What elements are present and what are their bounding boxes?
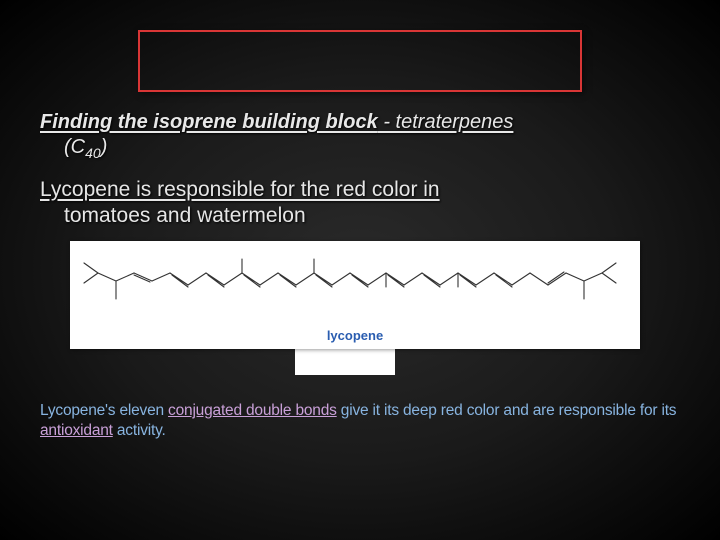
heading-rest: - tetraterpenes [378,111,514,133]
heading: Finding the isoprene building block - te… [40,110,680,163]
body-line2: tomatoes and watermelon [64,203,306,229]
body-text: Lycopene is responsible for the red colo… [40,177,680,230]
slide: Finding the isoprene building block - te… [0,0,720,461]
heading-line2: (C40) [64,135,107,163]
body-line1: Lycopene is responsible for the red colo… [40,178,440,201]
heading-bold: Finding the isoprene building block [40,111,378,133]
note-link-conjugated[interactable]: conjugated double bonds [168,402,337,419]
note-post: activity. [113,422,166,439]
note-mid: give it its deep red color and are respo… [337,402,677,419]
note-link-antioxidant[interactable]: antioxidant [40,422,113,439]
figure-underbar [295,349,395,375]
figure-panel: lycopene [70,241,640,349]
lycopene-structure [76,245,634,323]
figure-caption: lycopene [327,328,383,343]
title-box [138,30,582,92]
footnote: Lycopene's eleven conjugated double bond… [40,401,680,441]
note-pre: Lycopene's eleven [40,402,168,419]
